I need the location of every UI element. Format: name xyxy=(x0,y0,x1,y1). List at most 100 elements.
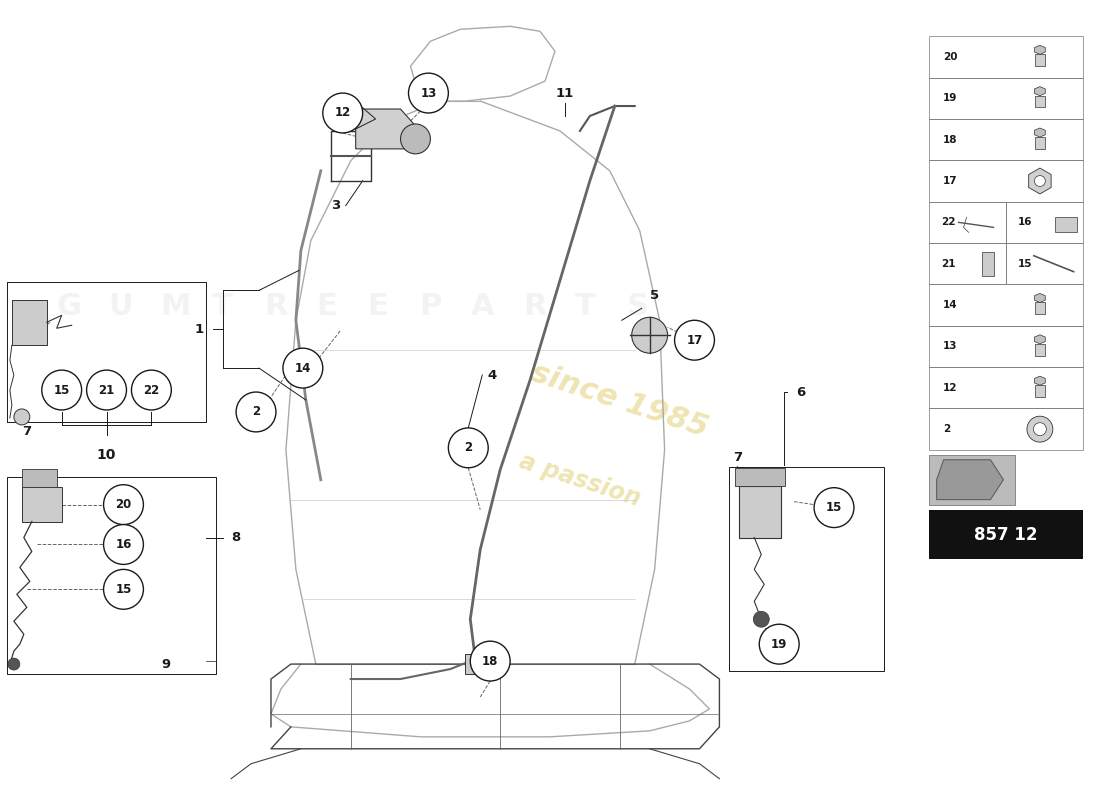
Circle shape xyxy=(103,485,143,525)
Text: 1: 1 xyxy=(195,322,204,336)
Text: 15: 15 xyxy=(54,383,70,397)
Polygon shape xyxy=(1028,168,1052,194)
Text: 19: 19 xyxy=(943,94,957,103)
Bar xyxy=(7,477,217,674)
Text: 15: 15 xyxy=(116,583,132,596)
Text: 11: 11 xyxy=(556,86,574,99)
Text: 21: 21 xyxy=(940,258,955,269)
Text: 857 12: 857 12 xyxy=(975,526,1037,543)
Polygon shape xyxy=(355,109,416,149)
Text: M: M xyxy=(161,292,190,322)
Text: 16: 16 xyxy=(1018,218,1033,227)
Text: S: S xyxy=(627,292,649,322)
Bar xyxy=(928,409,1084,450)
Bar xyxy=(928,202,1005,243)
Text: 14: 14 xyxy=(943,300,957,310)
Text: 20: 20 xyxy=(943,52,957,62)
Text: E: E xyxy=(367,292,388,322)
Bar xyxy=(1055,218,1077,232)
Bar xyxy=(1035,137,1045,149)
Text: 2: 2 xyxy=(943,424,950,434)
Circle shape xyxy=(754,611,769,627)
Text: G: G xyxy=(57,292,81,322)
Text: 13: 13 xyxy=(943,342,957,351)
Bar xyxy=(736,468,785,486)
Bar xyxy=(928,160,1084,202)
Text: 10: 10 xyxy=(97,448,117,462)
Text: a passion: a passion xyxy=(516,449,644,510)
Bar xyxy=(928,367,1084,409)
Text: 3: 3 xyxy=(331,199,340,212)
Circle shape xyxy=(132,370,172,410)
Circle shape xyxy=(814,488,854,527)
Bar xyxy=(22,486,62,522)
Text: R: R xyxy=(524,292,547,322)
Circle shape xyxy=(759,624,799,664)
Polygon shape xyxy=(1034,376,1045,386)
Text: E: E xyxy=(316,292,337,322)
Bar xyxy=(928,78,1084,119)
Bar xyxy=(1035,344,1045,355)
Circle shape xyxy=(14,409,30,425)
Text: 22: 22 xyxy=(143,383,160,397)
Polygon shape xyxy=(1034,294,1045,302)
Text: T: T xyxy=(575,292,596,322)
Bar xyxy=(739,486,781,538)
Bar xyxy=(1005,243,1084,285)
Circle shape xyxy=(42,370,81,410)
Bar xyxy=(22,469,57,486)
Text: 5: 5 xyxy=(650,289,659,302)
Text: since 1985: since 1985 xyxy=(527,358,712,442)
Bar xyxy=(1035,302,1045,314)
Text: 18: 18 xyxy=(482,654,498,667)
Text: 8: 8 xyxy=(231,531,241,544)
Text: 19: 19 xyxy=(771,638,788,650)
Bar xyxy=(1005,202,1084,243)
Circle shape xyxy=(283,348,322,388)
Circle shape xyxy=(1033,422,1046,436)
Text: T: T xyxy=(212,292,233,322)
Bar xyxy=(465,654,495,674)
Bar xyxy=(982,252,994,276)
Bar xyxy=(928,119,1084,160)
Text: P: P xyxy=(419,292,442,322)
Polygon shape xyxy=(1034,86,1045,96)
Text: 22: 22 xyxy=(940,218,955,227)
Text: A: A xyxy=(471,292,495,322)
Text: 12: 12 xyxy=(334,106,351,119)
Circle shape xyxy=(103,525,143,565)
Text: 17: 17 xyxy=(943,176,957,186)
Bar xyxy=(1035,54,1045,66)
Text: 16: 16 xyxy=(116,538,132,551)
Polygon shape xyxy=(1034,46,1045,54)
Text: 15: 15 xyxy=(1018,258,1033,269)
Text: 15: 15 xyxy=(826,501,843,514)
Circle shape xyxy=(236,392,276,432)
Circle shape xyxy=(87,370,126,410)
Text: 2: 2 xyxy=(252,406,260,418)
Circle shape xyxy=(322,93,363,133)
Circle shape xyxy=(631,318,668,353)
Text: 6: 6 xyxy=(796,386,806,398)
Bar xyxy=(928,285,1084,326)
Polygon shape xyxy=(937,460,1003,500)
Circle shape xyxy=(408,73,449,113)
Circle shape xyxy=(103,570,143,610)
Bar xyxy=(729,466,883,671)
Circle shape xyxy=(400,124,430,154)
Bar xyxy=(1035,96,1045,107)
Text: R: R xyxy=(264,292,287,322)
Text: 17: 17 xyxy=(686,334,703,346)
Bar xyxy=(1035,386,1045,397)
Polygon shape xyxy=(1034,334,1045,344)
Bar xyxy=(928,326,1084,367)
Text: 7: 7 xyxy=(22,426,32,438)
Bar xyxy=(928,243,1005,285)
Circle shape xyxy=(8,658,20,670)
Text: 18: 18 xyxy=(943,134,957,145)
Bar xyxy=(928,36,1084,78)
Polygon shape xyxy=(1034,128,1045,137)
Circle shape xyxy=(1034,175,1045,186)
Text: 14: 14 xyxy=(295,362,311,374)
Bar xyxy=(928,455,1015,505)
